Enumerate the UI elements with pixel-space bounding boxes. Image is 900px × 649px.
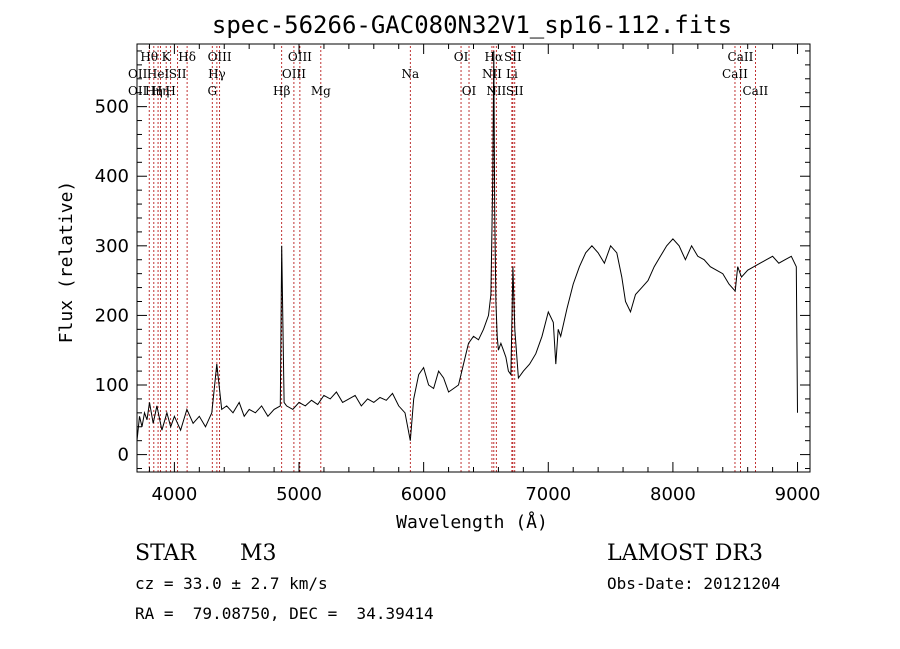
x-axis-ticks: 4000 5000 6000 7000 8000 9000 [148, 44, 821, 505]
obs-date-text: Obs-Date: 20121204 [607, 574, 780, 593]
x-tick-label: 5000 [276, 484, 322, 505]
x-tick-label: 9000 [775, 484, 821, 505]
x-tick-label: 4000 [151, 484, 197, 505]
marker-label: Li [506, 67, 518, 81]
object-class: STAR [135, 541, 197, 566]
redshift-text: cz = 33.0 ± 2.7 km/s [135, 574, 328, 593]
y-tick-label: 400 [95, 166, 129, 187]
marker-label: CaII [742, 84, 768, 98]
chart-title: spec-56266-GAC080N32V1_sp16-112.fits [212, 11, 732, 39]
marker-label: NII [482, 67, 502, 81]
marker-label: OI [462, 84, 477, 98]
x-axis-label: Wavelength (Å) [396, 511, 548, 533]
marker-label: Na [401, 67, 419, 81]
x-tick-label: 8000 [650, 484, 696, 505]
y-axis-ticks: 0 100 200 300 400 500 [95, 50, 810, 470]
y-axis-label: Flux (relative) [56, 181, 77, 344]
y-tick-label: 100 [95, 375, 129, 396]
marker-label: Hβ [273, 84, 290, 98]
y-tick-label: 0 [118, 445, 129, 466]
marker-label: OII [128, 67, 148, 81]
y-tick-label: 500 [95, 97, 129, 118]
marker-label: OIII [208, 50, 232, 64]
marker-label: OII [128, 84, 148, 98]
plot-frame [136, 43, 811, 473]
marker-labels: Hθ Hη HeI Hη K H SII Hδ G Hγ OIII Hβ OIII OIII Mg Na OI O… [128, 50, 769, 98]
marker-label: Hδ [178, 50, 196, 64]
marker-label: HeI [147, 67, 170, 81]
marker-label: Hθ [140, 50, 158, 64]
marker-lines [148, 46, 756, 472]
marker-label: SII [504, 50, 522, 64]
marker-label: CaII [728, 50, 754, 64]
marker-label: Hγ [208, 67, 226, 81]
marker-label: Mg [311, 84, 331, 98]
marker-label: SII [169, 67, 187, 81]
marker-label: H [165, 84, 175, 98]
y-tick-label: 200 [95, 305, 129, 326]
marker-label: OI [454, 50, 469, 64]
coordinates-text: RA = 79.08750, DEC = 34.39414 [135, 604, 434, 623]
marker-label: OIII [288, 50, 312, 64]
marker-label: Hη [152, 84, 170, 98]
marker-label: Hη [145, 84, 163, 98]
marker-label: SII [506, 84, 524, 98]
spectrum-line [136, 50, 798, 441]
marker-label: OIII [282, 67, 306, 81]
object-subclass: M3 [240, 541, 277, 566]
y-tick-label: 300 [95, 236, 129, 257]
x-tick-label: 6000 [401, 484, 447, 505]
marker-label: K [162, 50, 172, 64]
marker-label: CaII [722, 67, 748, 81]
marker-label: G [207, 84, 217, 98]
x-tick-label: 7000 [525, 484, 571, 505]
marker-label: NII [486, 84, 506, 98]
survey-name: LAMOST DR3 [607, 541, 763, 566]
